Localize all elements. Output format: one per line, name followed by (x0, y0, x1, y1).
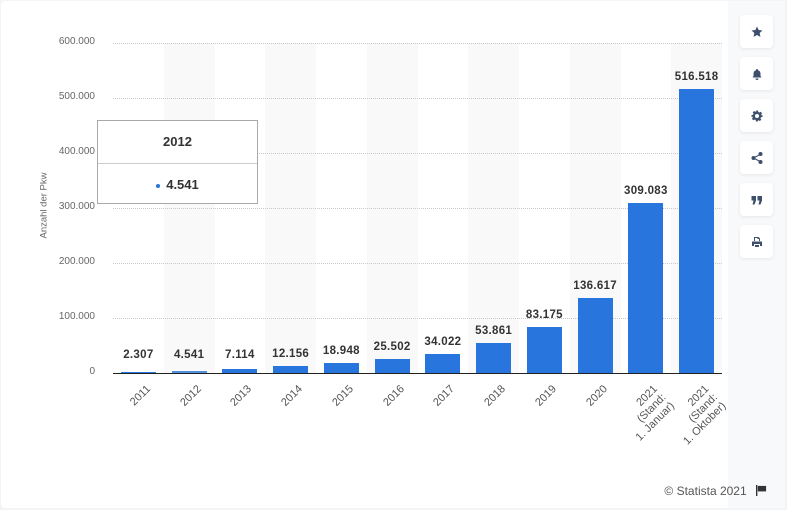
gridline (113, 263, 722, 264)
bar-2020[interactable] (577, 297, 613, 373)
star-icon (751, 26, 762, 37)
value-label: 516.518 (674, 70, 719, 83)
bar-2018[interactable] (476, 343, 512, 373)
value-label: 12.156 (272, 348, 310, 361)
print-icon (751, 236, 762, 247)
value-label: 83.175 (525, 309, 563, 322)
print-button[interactable] (740, 225, 773, 258)
settings-button[interactable] (740, 99, 773, 132)
footer: © Statista 2021 (664, 484, 767, 499)
y-tick-label: 200.000 (58, 256, 95, 267)
value-label: 309.083 (624, 185, 668, 197)
value-label: 18.948 (322, 344, 360, 357)
y-tick-label: 100.000 (58, 311, 95, 322)
value-label: 4.541 (173, 349, 205, 361)
bar-2017[interactable] (425, 354, 461, 373)
value-label: 136.617 (573, 279, 617, 292)
bar-2015[interactable] (323, 362, 359, 373)
series-dot-icon (156, 183, 161, 188)
gridline (113, 153, 722, 154)
plot-area: 2.307 4.541 7.114 12.156 18.948 25.502 34.022 5… (113, 43, 722, 374)
tooltip-title: 2012 (98, 121, 257, 164)
bar-2011[interactable] (120, 371, 156, 373)
gridline (113, 208, 722, 209)
quote-icon (751, 195, 762, 204)
share-button[interactable] (740, 141, 773, 174)
bar-2019[interactable] (526, 327, 562, 373)
x-axis-line (113, 373, 722, 374)
bell-button[interactable] (740, 57, 773, 90)
tooltip: 2012 4.541 (97, 120, 258, 204)
value-label: 2.307 (123, 349, 154, 361)
bar-2016[interactable] (374, 358, 410, 373)
tooltip-value: 4.541 (166, 177, 199, 192)
value-label: 25.502 (373, 340, 411, 353)
gridline (113, 318, 722, 319)
gridline (113, 98, 722, 99)
y-tick-label: 500.000 (58, 91, 95, 102)
flag-icon[interactable] (756, 485, 767, 499)
value-label: 7.114 (225, 349, 255, 361)
gridline (113, 43, 722, 44)
star-button[interactable] (740, 15, 773, 48)
bell-icon (752, 68, 761, 80)
share-icon (751, 151, 762, 164)
bar-2012[interactable] (171, 370, 207, 373)
value-label: 34.022 (424, 336, 462, 349)
y-tick-label: 600.000 (58, 36, 95, 47)
gear-icon (751, 110, 762, 121)
y-tick-label: 0 (89, 366, 95, 377)
bar-2021-stand-1-oktober-[interactable] (679, 88, 715, 373)
cite-button[interactable] (740, 183, 773, 216)
bar-2021-stand-1-januar-[interactable] (628, 203, 664, 373)
copyright-link[interactable]: © Statista 2021 (664, 484, 747, 498)
value-label: 53.861 (475, 325, 513, 338)
y-tick-label: 400.000 (58, 146, 95, 157)
y-tick-label: 300.000 (58, 201, 95, 212)
bar-2014[interactable] (273, 366, 309, 373)
bar-2013[interactable] (222, 369, 258, 373)
